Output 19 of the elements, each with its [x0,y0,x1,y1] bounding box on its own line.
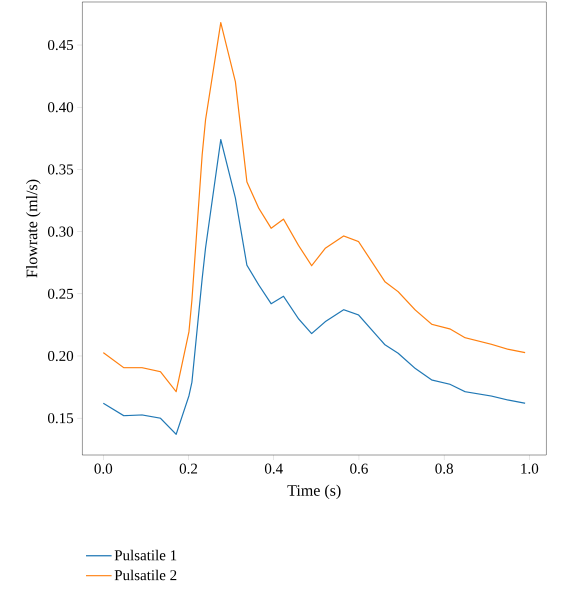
y-tick-label: 0.25 [48,288,74,299]
x-tick-label: 0.8 [435,464,453,474]
x-tick-label: 0.6 [350,464,368,474]
line-series [102,22,526,392]
x-tick-label: 0.4 [264,464,283,474]
y-tick-label: 0.30 [48,226,74,237]
x-axis-title: Time (s) [287,484,341,500]
legend-label: Pulsatile 2 [114,570,176,580]
y-tick-label: 0.15 [48,413,74,424]
y-tick-label: 0.35 [48,164,74,175]
y-tick-label: 0.40 [48,102,74,112]
x-tick-label: 1.0 [521,464,538,474]
x-tick-label: 0.0 [94,464,112,474]
y-tick-label: 0.20 [48,350,74,362]
x-tick-label: 0.2 [180,464,198,474]
legend-label: Pulsatile 1 [114,550,176,560]
line-series [102,138,526,435]
y-tick-label: 0.45 [48,40,74,50]
y-axis-title: Flowrate (ml/s) [26,180,41,278]
